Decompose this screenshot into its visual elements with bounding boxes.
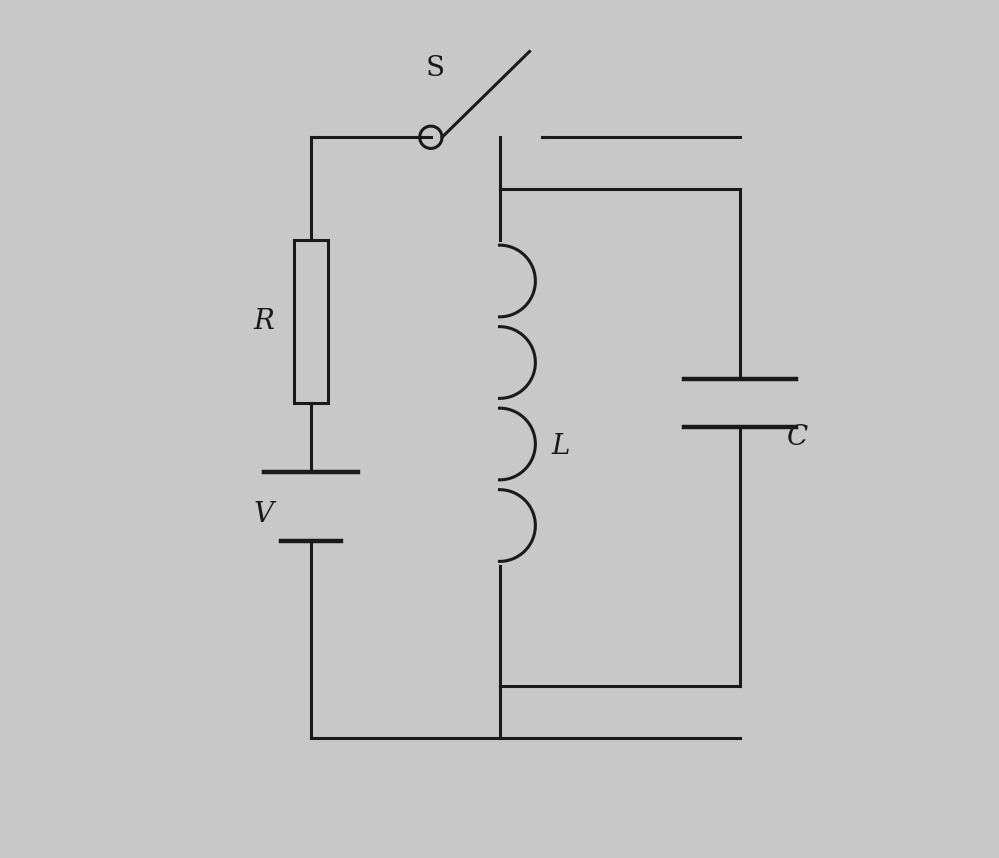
Text: R: R	[253, 308, 274, 335]
Text: V: V	[254, 501, 274, 529]
Text: C: C	[787, 424, 808, 451]
Bar	[294, 240, 328, 403]
Text: S: S	[426, 55, 445, 82]
Text: L: L	[551, 432, 569, 460]
